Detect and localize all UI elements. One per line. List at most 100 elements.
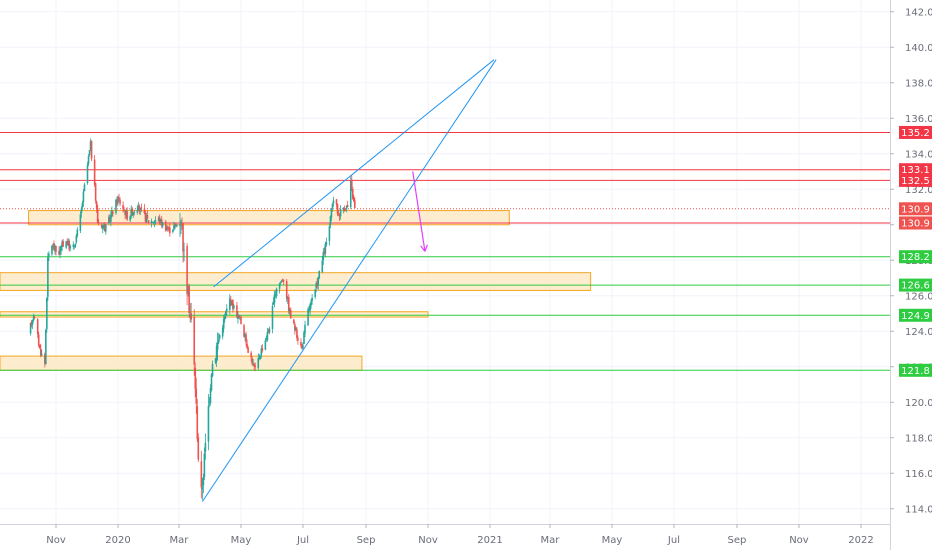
price-tag[interactable] [899,308,932,322]
price-tag-label: 135.2 [901,128,930,139]
candle-body [181,224,183,226]
candle-body [281,281,284,282]
candle-body [136,210,139,213]
candle-body [173,225,175,229]
trendline[interactable] [213,59,495,288]
trendline[interactable] [201,59,497,502]
candle-body [353,197,355,202]
candle-body [132,212,135,216]
candle-body [143,208,146,214]
candle-body [210,374,213,391]
candle-body [39,348,42,356]
candle-body [129,215,131,221]
candle-body [309,304,311,311]
candle-body [258,357,261,359]
x-tick-label: Jul [296,535,309,546]
down-arrow-shaft[interactable] [412,171,426,252]
candle-body [87,156,90,165]
candle-body [240,316,242,324]
candle-body [350,179,353,188]
candle-body [279,282,282,284]
candle-body [203,453,206,478]
candle-body [189,314,191,317]
candle-body [33,317,36,319]
price-tag[interactable] [899,363,932,377]
candle-body [38,344,41,349]
candle-body [265,338,268,340]
candle-body [325,242,328,246]
price-tag[interactable] [899,125,932,139]
candle-body [264,340,267,350]
candle-body [247,347,249,353]
candle-body [103,223,106,231]
candle-body [152,222,155,224]
price-tag[interactable] [899,250,932,264]
candle-body [224,312,227,316]
candle-body [190,313,192,320]
candle-body [202,477,205,486]
candle-body [58,250,60,255]
candle-body [60,245,62,251]
candle-body [186,245,188,295]
candle-body [223,316,226,320]
candle-body [32,316,35,321]
price-tag[interactable] [899,163,932,177]
candle-body [304,324,306,334]
x-tick-label: Sep [728,535,747,546]
candle-body [338,214,341,217]
y-tick-label: 142.0 [905,7,932,18]
candle-body [157,217,160,221]
candle-body [342,207,345,211]
candle-body [117,196,119,203]
candle-body [101,225,104,229]
candle-body [266,332,269,341]
candle-body [139,208,142,211]
candle-body [332,200,335,204]
candle-body [187,286,189,291]
candle-body [137,204,140,211]
candle-body [233,305,235,309]
candle-body [204,442,207,452]
x-tick-label: 2020 [105,535,130,546]
zone-box[interactable] [0,272,592,291]
candle-body [254,365,257,367]
candle-body [314,289,316,297]
price-tag[interactable] [899,278,932,292]
candle-body [196,406,199,440]
price-tag-label: 130.9 [901,204,930,215]
candle-body [59,249,61,255]
candle-body [164,221,167,231]
candle-body [167,227,169,230]
zone-box[interactable] [0,355,363,371]
candle-body [278,283,281,289]
candle-body [229,298,231,311]
candle-body [111,210,113,216]
candle-body [322,252,325,261]
candle-body [65,241,67,248]
candle-body [308,309,310,311]
candle-body [318,270,321,279]
candle-body [180,221,182,224]
zone-box[interactable] [0,311,429,318]
candle-body [310,300,312,306]
candle-body [29,322,32,334]
candle-body [345,205,348,209]
candle-body [159,219,162,224]
candle-body [275,288,278,296]
candle-body [344,209,347,211]
price-tag[interactable] [899,173,932,187]
candle-body [246,343,248,349]
y-tick-label: 132.0 [905,185,932,196]
candle-body [339,209,342,217]
price-tag[interactable] [899,216,932,230]
price-tag[interactable] [899,202,932,216]
candle-body [67,240,69,246]
candle-body [66,242,68,245]
candle-body [243,325,245,337]
candle-body [138,206,141,212]
down-arrow-head [424,244,428,252]
candle-body [153,221,156,224]
x-tick-label: Mar [541,535,561,546]
